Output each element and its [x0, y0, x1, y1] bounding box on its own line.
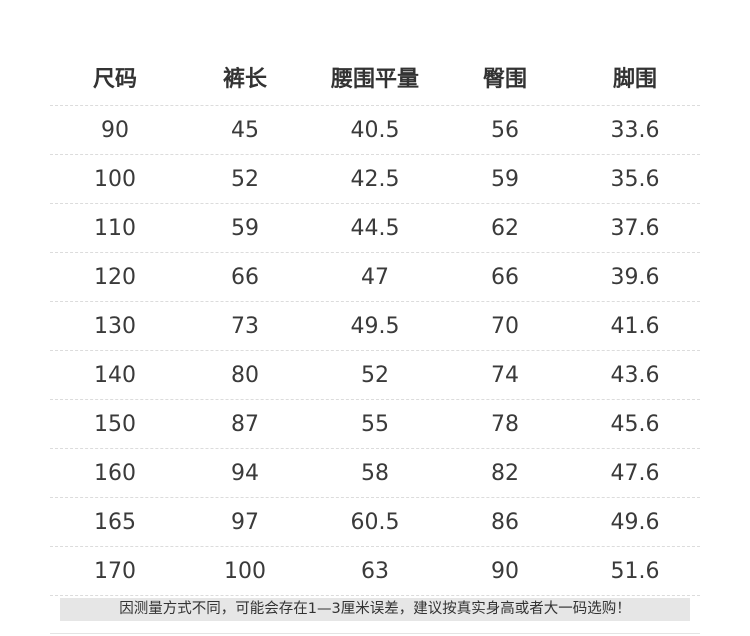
table-cell: 80	[231, 362, 259, 388]
table-cell: 170	[94, 558, 136, 584]
table-cell: 41.6	[610, 313, 660, 339]
measurement-note: 因测量方式不同，可能会存在1—3厘米误差，建议按真实身高或者大一码选购！	[60, 598, 690, 621]
table-cell: 82	[491, 460, 519, 486]
table-cell: 49.5	[350, 313, 400, 339]
table-cell: 58	[361, 460, 389, 486]
table-cell: 165	[94, 509, 136, 535]
table-cell: 33.6	[610, 117, 660, 143]
table-cell: 59	[231, 215, 259, 241]
table-header: 尺码 裤长 腰围平量 臀围 脚围	[50, 48, 700, 106]
table-cell: 70	[491, 313, 519, 339]
table-cell: 43.6	[610, 362, 660, 388]
table-cell: 49.6	[610, 509, 660, 535]
table-cell: 97	[231, 509, 259, 535]
table-cell: 62	[491, 215, 519, 241]
table-row: 130 73 49.5 70 41.6	[50, 302, 700, 351]
table-cell: 52	[361, 362, 389, 388]
table-row: 90 45 40.5 56 33.6	[50, 106, 700, 155]
header-cell: 脚围	[612, 66, 657, 92]
table-cell: 39.6	[610, 264, 660, 290]
table-cell: 44.5	[350, 215, 400, 241]
table-cell: 120	[94, 264, 136, 290]
table-row: 100 52 42.5 59 35.6	[50, 155, 700, 204]
table-cell: 110	[94, 215, 136, 241]
table-row: 165 97 60.5 86 49.6	[50, 498, 700, 547]
table-row: 170 100 63 90 51.6	[50, 547, 700, 596]
table-row: 140 80 52 74 43.6	[50, 351, 700, 400]
header-cell: 裤长	[222, 66, 267, 92]
header-cell: 尺码	[92, 66, 137, 92]
divider	[50, 633, 700, 634]
table-cell: 130	[94, 313, 136, 339]
table-cell: 56	[491, 117, 519, 143]
size-table: 尺码 裤长 腰围平量 臀围 脚围 90 45 40.5 56 33.6 100 52 42.5…	[50, 48, 700, 596]
table-cell: 86	[491, 509, 519, 535]
table-cell: 160	[94, 460, 136, 486]
table-cell: 45.6	[610, 411, 660, 437]
table-cell: 94	[231, 460, 259, 486]
table-row: 120 66 47 66 39.6	[50, 253, 700, 302]
table-cell: 47.6	[610, 460, 660, 486]
table-cell: 55	[361, 411, 389, 437]
table-cell: 63	[361, 558, 389, 584]
table-cell: 37.6	[610, 215, 660, 241]
table-cell: 100	[94, 166, 136, 192]
header-cell: 腰围平量	[330, 66, 419, 92]
table-cell: 87	[231, 411, 259, 437]
table-cell: 90	[491, 558, 519, 584]
table-cell: 150	[94, 411, 136, 437]
table-cell: 47	[361, 264, 389, 290]
table-cell: 90	[101, 117, 129, 143]
table-cell: 42.5	[350, 166, 400, 192]
table-cell: 100	[224, 558, 266, 584]
table-row: 160 94 58 82 47.6	[50, 449, 700, 498]
table-cell: 59	[491, 166, 519, 192]
table-cell: 140	[94, 362, 136, 388]
table-cell: 40.5	[350, 117, 400, 143]
table-cell: 51.6	[610, 558, 660, 584]
table-cell: 66	[231, 264, 259, 290]
header-cell: 臀围	[482, 66, 527, 92]
table-row: 110 59 44.5 62 37.6	[50, 204, 700, 253]
table-row: 150 87 55 78 45.6	[50, 400, 700, 449]
table-cell: 52	[231, 166, 259, 192]
table-cell: 45	[231, 117, 259, 143]
table-cell: 74	[491, 362, 519, 388]
table-cell: 73	[231, 313, 259, 339]
table-cell: 78	[491, 411, 519, 437]
table-cell: 35.6	[610, 166, 660, 192]
table-cell: 66	[491, 264, 519, 290]
table-cell: 60.5	[350, 509, 400, 535]
